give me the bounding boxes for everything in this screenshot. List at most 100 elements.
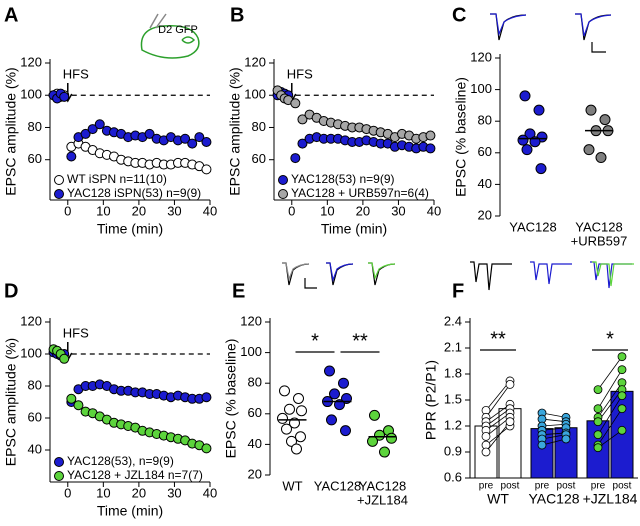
data-point	[533, 104, 545, 116]
x-category-label: +URB597	[571, 233, 628, 248]
trace-insets	[282, 13, 634, 291]
legend-marker	[278, 189, 288, 199]
bar-label: pre	[479, 481, 494, 492]
legend-marker	[54, 457, 64, 467]
pair-line	[485, 425, 511, 446]
x-tick-label: 0	[64, 485, 71, 500]
data-point	[593, 385, 603, 395]
data-point	[73, 400, 84, 411]
data-point	[297, 138, 308, 149]
data-point	[291, 443, 302, 455]
panel-letter: C	[452, 4, 466, 26]
pair-line	[597, 395, 623, 435]
y-tick-label: 40	[248, 436, 262, 451]
data-point	[535, 163, 547, 175]
trace	[368, 262, 396, 280]
y-axis-label: EPSC (% baseline)	[453, 77, 469, 197]
y-tick-label: 60	[248, 405, 262, 420]
data-point	[201, 443, 212, 454]
panel-letter: D	[4, 280, 18, 302]
data-point	[296, 405, 307, 417]
y-tick-label: 60	[478, 144, 492, 159]
y-axis-label: EPSC amplitude (%)	[3, 67, 19, 195]
brain-outline	[140, 25, 200, 59]
inset-label: D2 GFP	[158, 24, 198, 36]
x-axis-label: Time (min)	[97, 503, 163, 519]
x-category-label: YAC128	[575, 219, 622, 234]
x-category-label: +JZL184	[357, 492, 408, 507]
trace	[575, 13, 612, 37]
data-point	[517, 134, 529, 146]
significance-label: *	[311, 330, 319, 352]
x-category-label: WT	[282, 478, 302, 493]
data-point	[338, 377, 349, 389]
annotation: HFS	[63, 325, 89, 340]
data-point	[286, 435, 297, 447]
data-point	[66, 151, 77, 162]
data-point	[290, 153, 301, 164]
data-point	[593, 417, 603, 427]
data-point	[617, 365, 627, 375]
data-point	[187, 138, 198, 149]
y-tick-label: 80	[252, 119, 266, 134]
y-tick-label: 60	[28, 151, 42, 166]
data-point	[386, 432, 397, 444]
data-point	[326, 414, 337, 426]
x-category-label: YAC128	[314, 478, 361, 493]
x-tick-label: 20	[132, 203, 146, 218]
data-point	[595, 152, 607, 164]
data-point	[277, 412, 288, 424]
data-point	[617, 352, 627, 362]
data-point	[279, 385, 290, 397]
trace	[282, 262, 310, 282]
data-point	[599, 114, 611, 126]
x-axis-label: Time (min)	[97, 221, 163, 237]
data-point	[505, 379, 515, 389]
y-axis-label: EPSC amplitude (%)	[227, 67, 243, 195]
electrode	[149, 13, 167, 29]
y-tick-label: 60	[28, 409, 42, 424]
legend-label: YAC128 + JZL184 n=7(7)	[67, 468, 203, 482]
x-category-label: YAC128	[359, 478, 406, 493]
y-tick-label: 120	[470, 49, 492, 64]
y-tick-label: 0.6	[444, 469, 462, 484]
legend-label: YAC128(53) n=9(9)	[291, 172, 395, 186]
data-point	[290, 98, 301, 109]
data-point	[481, 447, 491, 457]
y-tick-label: 60	[252, 151, 266, 166]
scale-bar	[304, 278, 317, 289]
data-point	[66, 393, 77, 404]
legend-marker	[54, 471, 64, 481]
legend-label: YAC128 iSPN(53) n=9(9)	[67, 186, 201, 200]
x-tick-label: 30	[391, 203, 405, 218]
y-tick-label: 100	[470, 81, 492, 96]
data-point	[180, 133, 191, 144]
significance-label: *	[606, 328, 614, 350]
x-axis-label: Time (min)	[321, 221, 387, 237]
x-tick-label: 30	[167, 203, 181, 218]
y-axis-label: PPR (P2/P1)	[423, 360, 439, 440]
data-point	[379, 446, 390, 458]
x-category-label: YAC128	[509, 219, 556, 234]
group-label: WT	[487, 491, 509, 507]
data-point	[201, 164, 212, 175]
legend-marker	[54, 189, 64, 199]
x-tick-label: 0	[288, 203, 295, 218]
x-tick-label: 40	[427, 203, 441, 218]
x-tick-label: 10	[96, 203, 110, 218]
significance-label: **	[352, 330, 368, 352]
data-point	[425, 143, 436, 154]
data-point	[521, 144, 533, 156]
data-point	[425, 130, 436, 141]
x-tick-label: 10	[320, 203, 334, 218]
y-tick-label: 80	[28, 377, 42, 392]
data-point	[144, 128, 155, 139]
x-tick-label: 40	[203, 485, 217, 500]
y-axis-label: EPSC amplitude (%)	[3, 338, 19, 466]
y-tick-label: 100	[240, 344, 262, 359]
trace	[592, 261, 634, 287]
y-tick-label: 2.1	[444, 339, 462, 354]
y-tick-label: 120	[20, 54, 42, 69]
data-point	[324, 365, 335, 377]
